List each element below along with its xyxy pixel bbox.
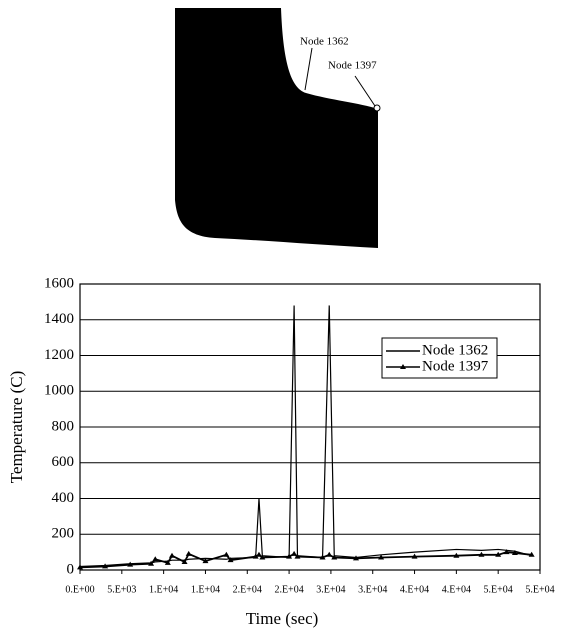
y-tick-label: 1000 [44,383,74,399]
y-tick-label: 1400 [44,311,74,327]
x-tick-label: 2.E+04 [233,584,262,595]
x-tick-label: 4.E+04 [400,584,429,595]
annotation: Node 1362 [300,36,349,48]
annotation-arrow [305,48,312,90]
plot: 0 200 400 600 800 1000 1200 1400 1600 0.E+00 5.E+0… [44,275,555,595]
y-tick-label: 0 [67,561,75,577]
x-tick-label: 5.E+03 [107,584,136,595]
x-tick-label: 3.E+04 [358,584,387,595]
y-axis-label: Temperature (C) [7,371,26,484]
y-tick-label: 400 [52,490,75,506]
point-marker [152,556,158,561]
point-marker [326,552,332,557]
y-tick-label: 1200 [44,347,74,363]
figure: Node 1362 Node 1397 0 200 400 600 800 1000 120… [0,0,561,632]
y-tick-label: 800 [52,418,75,434]
point-marker [223,552,229,557]
x-tick-label: 4.E+04 [442,584,471,595]
x-axis-label: Time (sec) [246,609,319,628]
y-tick-label: 200 [52,526,75,542]
point-marker [186,551,192,556]
x-tick-label: 3.E+04 [316,584,345,595]
annotation-arrow [355,76,375,106]
x-tick-label: 2.E+04 [274,584,303,595]
legend-label: Node 1397 [422,358,489,374]
series-line [80,552,532,567]
point-marker [256,552,262,557]
y-tick-label: 1600 [44,275,74,291]
x-tick-label: 5.E+04 [525,584,554,595]
x-tick-label: 1.E+04 [191,584,220,595]
point-marker [169,553,175,558]
legend-label: Node 1362 [422,342,488,358]
y-tick-label: 600 [52,454,75,470]
x-tick-label: 0.E+00 [65,584,94,595]
point-marker [291,551,297,556]
x-tick-label: 1.E+04 [149,584,178,595]
annotation: Node 1397 [328,60,377,72]
x-tick-label: 5.E+04 [484,584,513,595]
node-marker [374,105,380,111]
